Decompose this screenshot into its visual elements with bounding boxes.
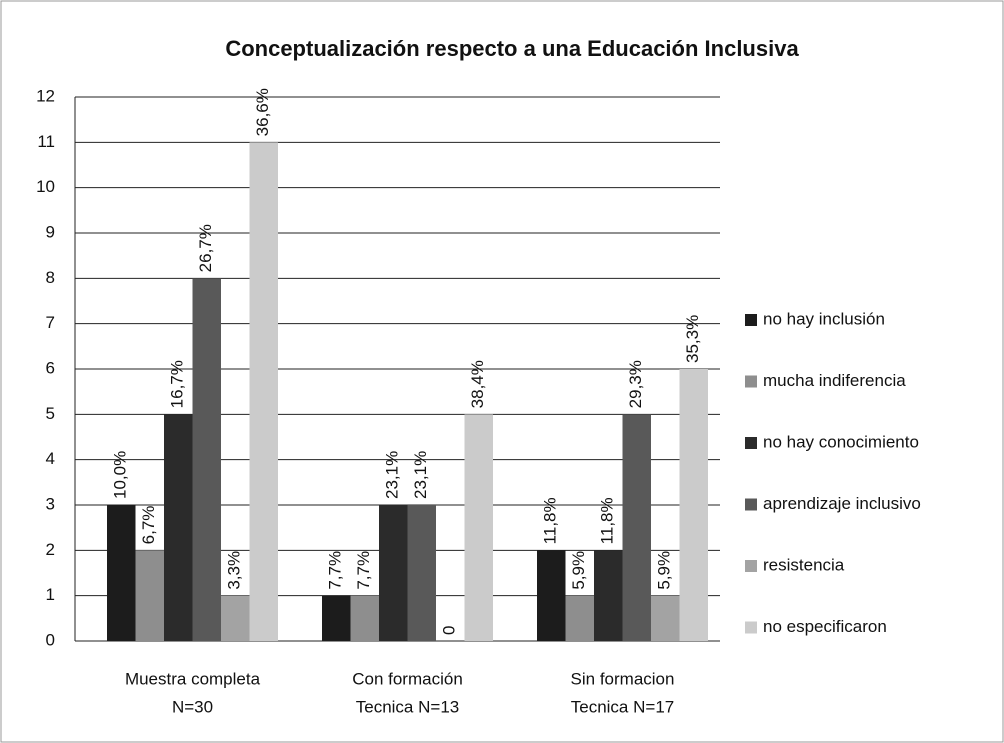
y-tick-label: 11 bbox=[37, 132, 55, 151]
legend-label: no hay inclusión bbox=[763, 309, 885, 328]
bar bbox=[565, 595, 594, 641]
y-tick-label: 12 bbox=[36, 86, 55, 105]
legend-label: mucha indiferencia bbox=[763, 371, 906, 390]
bar bbox=[135, 550, 164, 641]
value-label: 11,8% bbox=[541, 497, 560, 544]
value-label: 0 bbox=[440, 626, 459, 635]
x-tick-label: Muestra completa bbox=[125, 669, 261, 688]
legend-swatch bbox=[745, 314, 757, 326]
value-label: 11,8% bbox=[598, 497, 617, 544]
legend-label: no especificaron bbox=[763, 617, 887, 636]
value-label: 38,4% bbox=[468, 360, 487, 408]
bar bbox=[322, 595, 351, 641]
value-label: 26,7% bbox=[196, 224, 215, 272]
bar bbox=[679, 369, 708, 641]
y-tick-label: 1 bbox=[46, 585, 55, 604]
value-label: 5,9% bbox=[655, 551, 674, 590]
y-tick-label: 10 bbox=[36, 177, 55, 196]
y-tick-label: 2 bbox=[46, 540, 55, 559]
x-tick-label: Con formación bbox=[352, 669, 463, 688]
y-tick-label: 5 bbox=[46, 404, 55, 423]
value-label: 10,0% bbox=[111, 451, 130, 499]
bar bbox=[594, 550, 623, 641]
bar bbox=[651, 595, 680, 641]
legend-swatch bbox=[745, 560, 757, 572]
legend-swatch bbox=[745, 498, 757, 511]
y-tick-label: 7 bbox=[46, 313, 55, 332]
legend-swatch bbox=[745, 437, 757, 449]
bar bbox=[249, 142, 278, 642]
value-label: 7,7% bbox=[326, 551, 345, 590]
x-tick-label: N=30 bbox=[172, 697, 213, 716]
y-tick-label: 3 bbox=[46, 494, 55, 513]
bar bbox=[537, 550, 566, 641]
bar bbox=[107, 505, 136, 641]
bar bbox=[192, 278, 221, 641]
y-tick-label: 4 bbox=[46, 449, 55, 468]
x-tick-label: Tecnica N=17 bbox=[571, 697, 674, 716]
value-label: 7,7% bbox=[354, 551, 373, 590]
y-tick-label: 8 bbox=[46, 268, 55, 287]
bar bbox=[407, 505, 436, 641]
legend-label: aprendizaje inclusivo bbox=[763, 494, 921, 513]
y-tick-label: 0 bbox=[46, 630, 55, 649]
value-label: 23,1% bbox=[383, 451, 402, 499]
y-tick-label: 6 bbox=[46, 358, 55, 377]
value-label: 16,7% bbox=[168, 360, 187, 408]
legend-swatch bbox=[745, 621, 757, 634]
bar bbox=[221, 595, 250, 641]
bar bbox=[622, 414, 651, 641]
value-label: 29,3% bbox=[626, 360, 645, 408]
value-label: 3,3% bbox=[225, 551, 244, 590]
legend-label: resistencia bbox=[763, 555, 845, 574]
value-label: 36,6% bbox=[253, 88, 272, 136]
y-tick-label: 9 bbox=[46, 222, 55, 241]
bar bbox=[464, 414, 493, 641]
value-label: 6,7% bbox=[139, 506, 158, 545]
bar bbox=[164, 414, 193, 641]
bar bbox=[350, 595, 379, 641]
value-label: 35,3% bbox=[683, 315, 702, 363]
bar bbox=[379, 505, 408, 641]
x-tick-label: Sin formacion bbox=[571, 669, 675, 688]
chart-title: Conceptualización respecto a una Educaci… bbox=[225, 36, 799, 61]
legend-label: no hay conocimiento bbox=[763, 432, 919, 451]
legend-swatch bbox=[745, 375, 757, 388]
x-tick-label: Tecnica N=13 bbox=[356, 697, 459, 716]
value-label: 23,1% bbox=[411, 451, 430, 499]
value-label: 5,9% bbox=[569, 551, 588, 590]
